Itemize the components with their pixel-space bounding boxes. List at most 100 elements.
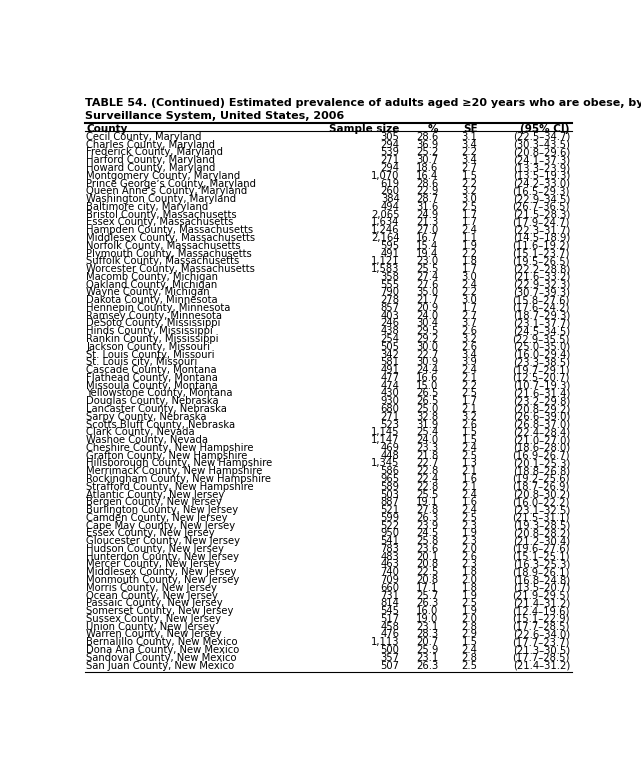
Text: 20.7: 20.7 <box>416 637 438 647</box>
Text: County: County <box>86 124 128 134</box>
Text: 25.0: 25.0 <box>416 404 438 414</box>
Text: 930: 930 <box>381 396 399 406</box>
Text: 26.3: 26.3 <box>416 513 438 523</box>
Text: 507: 507 <box>381 660 399 671</box>
Text: 25.9: 25.9 <box>416 645 438 655</box>
Text: Passaic County, New Jersey: Passaic County, New Jersey <box>86 598 222 609</box>
Text: Sample size: Sample size <box>329 124 399 134</box>
Text: 2.5: 2.5 <box>462 598 478 609</box>
Text: 36.9: 36.9 <box>416 139 438 149</box>
Text: (17.7–28.5): (17.7–28.5) <box>513 653 570 662</box>
Text: 2.0: 2.0 <box>462 544 478 554</box>
Text: 23.9: 23.9 <box>416 521 438 531</box>
Text: 458: 458 <box>381 622 399 631</box>
Text: 35.0: 35.0 <box>417 287 438 297</box>
Text: Hinds County, Mississippi: Hinds County, Mississippi <box>86 326 213 337</box>
Text: 1.8: 1.8 <box>462 583 478 593</box>
Text: 18.6: 18.6 <box>416 163 438 173</box>
Text: 305: 305 <box>381 132 399 142</box>
Text: 23.3: 23.3 <box>417 443 438 453</box>
Text: 3.9: 3.9 <box>462 357 478 368</box>
Text: 1.6: 1.6 <box>462 497 478 507</box>
Text: DeSoto County, Mississippi: DeSoto County, Mississippi <box>86 318 221 328</box>
Text: Montgomery County, Maryland: Montgomery County, Maryland <box>86 171 240 181</box>
Text: 2.1: 2.1 <box>462 373 478 383</box>
Text: (23.1–32.5): (23.1–32.5) <box>513 505 570 515</box>
Text: Hampden County, Massachusetts: Hampden County, Massachusetts <box>86 225 253 235</box>
Text: (20.8–29.6): (20.8–29.6) <box>513 148 570 158</box>
Text: 24.0: 24.0 <box>417 435 438 445</box>
Text: (16.9–26.7): (16.9–26.7) <box>512 451 570 461</box>
Text: 22.7: 22.7 <box>416 459 438 468</box>
Text: 2,065: 2,065 <box>371 210 399 220</box>
Text: (14.5–18.9): (14.5–18.9) <box>513 233 570 243</box>
Text: 3.2: 3.2 <box>462 334 478 344</box>
Text: (16.5–29.3): (16.5–29.3) <box>513 186 570 196</box>
Text: Burlington County, New Jersey: Burlington County, New Jersey <box>86 505 238 515</box>
Text: 3.2: 3.2 <box>462 186 478 196</box>
Text: 2.1: 2.1 <box>462 482 478 492</box>
Text: (13.3–23.9): (13.3–23.9) <box>513 163 570 173</box>
Text: (20.8–28.2): (20.8–28.2) <box>513 528 570 538</box>
Text: Queen Anneʼs County, Maryland: Queen Anneʼs County, Maryland <box>86 186 247 196</box>
Text: 523: 523 <box>381 420 399 430</box>
Text: 503: 503 <box>381 490 399 500</box>
Text: (95% CI): (95% CI) <box>520 124 570 134</box>
Text: 491: 491 <box>381 249 399 258</box>
Text: 20.9: 20.9 <box>416 303 438 313</box>
Text: 2.0: 2.0 <box>462 614 478 624</box>
Text: %: % <box>428 124 438 134</box>
Text: 522: 522 <box>380 521 399 531</box>
Text: 599: 599 <box>380 513 399 523</box>
Text: 2.2: 2.2 <box>462 179 478 189</box>
Text: (24.1–37.3): (24.1–37.3) <box>513 155 570 165</box>
Text: 586: 586 <box>381 466 399 476</box>
Text: 23.1: 23.1 <box>416 653 438 662</box>
Text: 2.3: 2.3 <box>462 536 478 547</box>
Text: Sarpy County, Nebraska: Sarpy County, Nebraska <box>86 412 206 421</box>
Text: Cape May County, New Jersey: Cape May County, New Jersey <box>86 521 235 531</box>
Text: (18.8–26.8): (18.8–26.8) <box>513 466 570 476</box>
Text: (17.9–24.7): (17.9–24.7) <box>513 218 570 227</box>
Text: 1,583: 1,583 <box>371 264 399 274</box>
Text: St. Louis County, Missouri: St. Louis County, Missouri <box>86 349 215 359</box>
Text: 2.6: 2.6 <box>462 326 478 337</box>
Text: Clark County, Nevada: Clark County, Nevada <box>86 428 195 437</box>
Text: 28.6: 28.6 <box>416 179 438 189</box>
Text: 3.0: 3.0 <box>462 272 478 282</box>
Text: (16.0–29.4): (16.0–29.4) <box>513 349 570 359</box>
Text: Dona Ana County, New Mexico: Dona Ana County, New Mexico <box>86 645 239 655</box>
Text: Frederick County, Maryland: Frederick County, Maryland <box>86 148 223 158</box>
Text: 2.5: 2.5 <box>462 660 478 671</box>
Text: (21.3–30.5): (21.3–30.5) <box>513 645 570 655</box>
Text: 27.6: 27.6 <box>416 280 438 290</box>
Text: (30.3–43.5): (30.3–43.5) <box>513 139 570 149</box>
Text: (22.9–35.5): (22.9–35.5) <box>513 334 570 344</box>
Text: 2.1: 2.1 <box>462 466 478 476</box>
Text: (21.9–29.5): (21.9–29.5) <box>512 590 570 600</box>
Text: 271: 271 <box>380 412 399 421</box>
Text: 887: 887 <box>381 497 399 507</box>
Text: (21.0–27.0): (21.0–27.0) <box>513 435 570 445</box>
Text: 581: 581 <box>381 357 399 368</box>
Text: Rankin County, Mississippi: Rankin County, Mississippi <box>86 334 219 344</box>
Text: Strafford County, New Hampshire: Strafford County, New Hampshire <box>86 482 254 492</box>
Text: 2.5: 2.5 <box>462 388 478 399</box>
Text: Charles County, Maryland: Charles County, Maryland <box>86 139 215 149</box>
Text: 21.3: 21.3 <box>416 218 438 227</box>
Text: (21.6–33.2): (21.6–33.2) <box>513 272 570 282</box>
Text: Worcester County, Massachusetts: Worcester County, Massachusetts <box>86 264 255 274</box>
Text: Dakota County, Minnesota: Dakota County, Minnesota <box>86 295 218 305</box>
Text: Scotts Bluff County, Nebraska: Scotts Bluff County, Nebraska <box>86 420 235 430</box>
Text: (26.6–39.0): (26.6–39.0) <box>513 412 570 421</box>
Text: 254: 254 <box>381 334 399 344</box>
Text: Bristol County, Massachusetts: Bristol County, Massachusetts <box>86 210 237 220</box>
Text: 23.1: 23.1 <box>416 622 438 631</box>
Text: Yellowstone County, Montana: Yellowstone County, Montana <box>86 388 233 399</box>
Text: 2.5: 2.5 <box>462 202 478 212</box>
Text: (22.6–34.0): (22.6–34.0) <box>513 629 570 640</box>
Text: (22.9–32.3): (22.9–32.3) <box>513 280 570 290</box>
Text: 25.5: 25.5 <box>416 490 438 500</box>
Text: 1,121: 1,121 <box>371 256 399 266</box>
Text: 2,164: 2,164 <box>371 233 399 243</box>
